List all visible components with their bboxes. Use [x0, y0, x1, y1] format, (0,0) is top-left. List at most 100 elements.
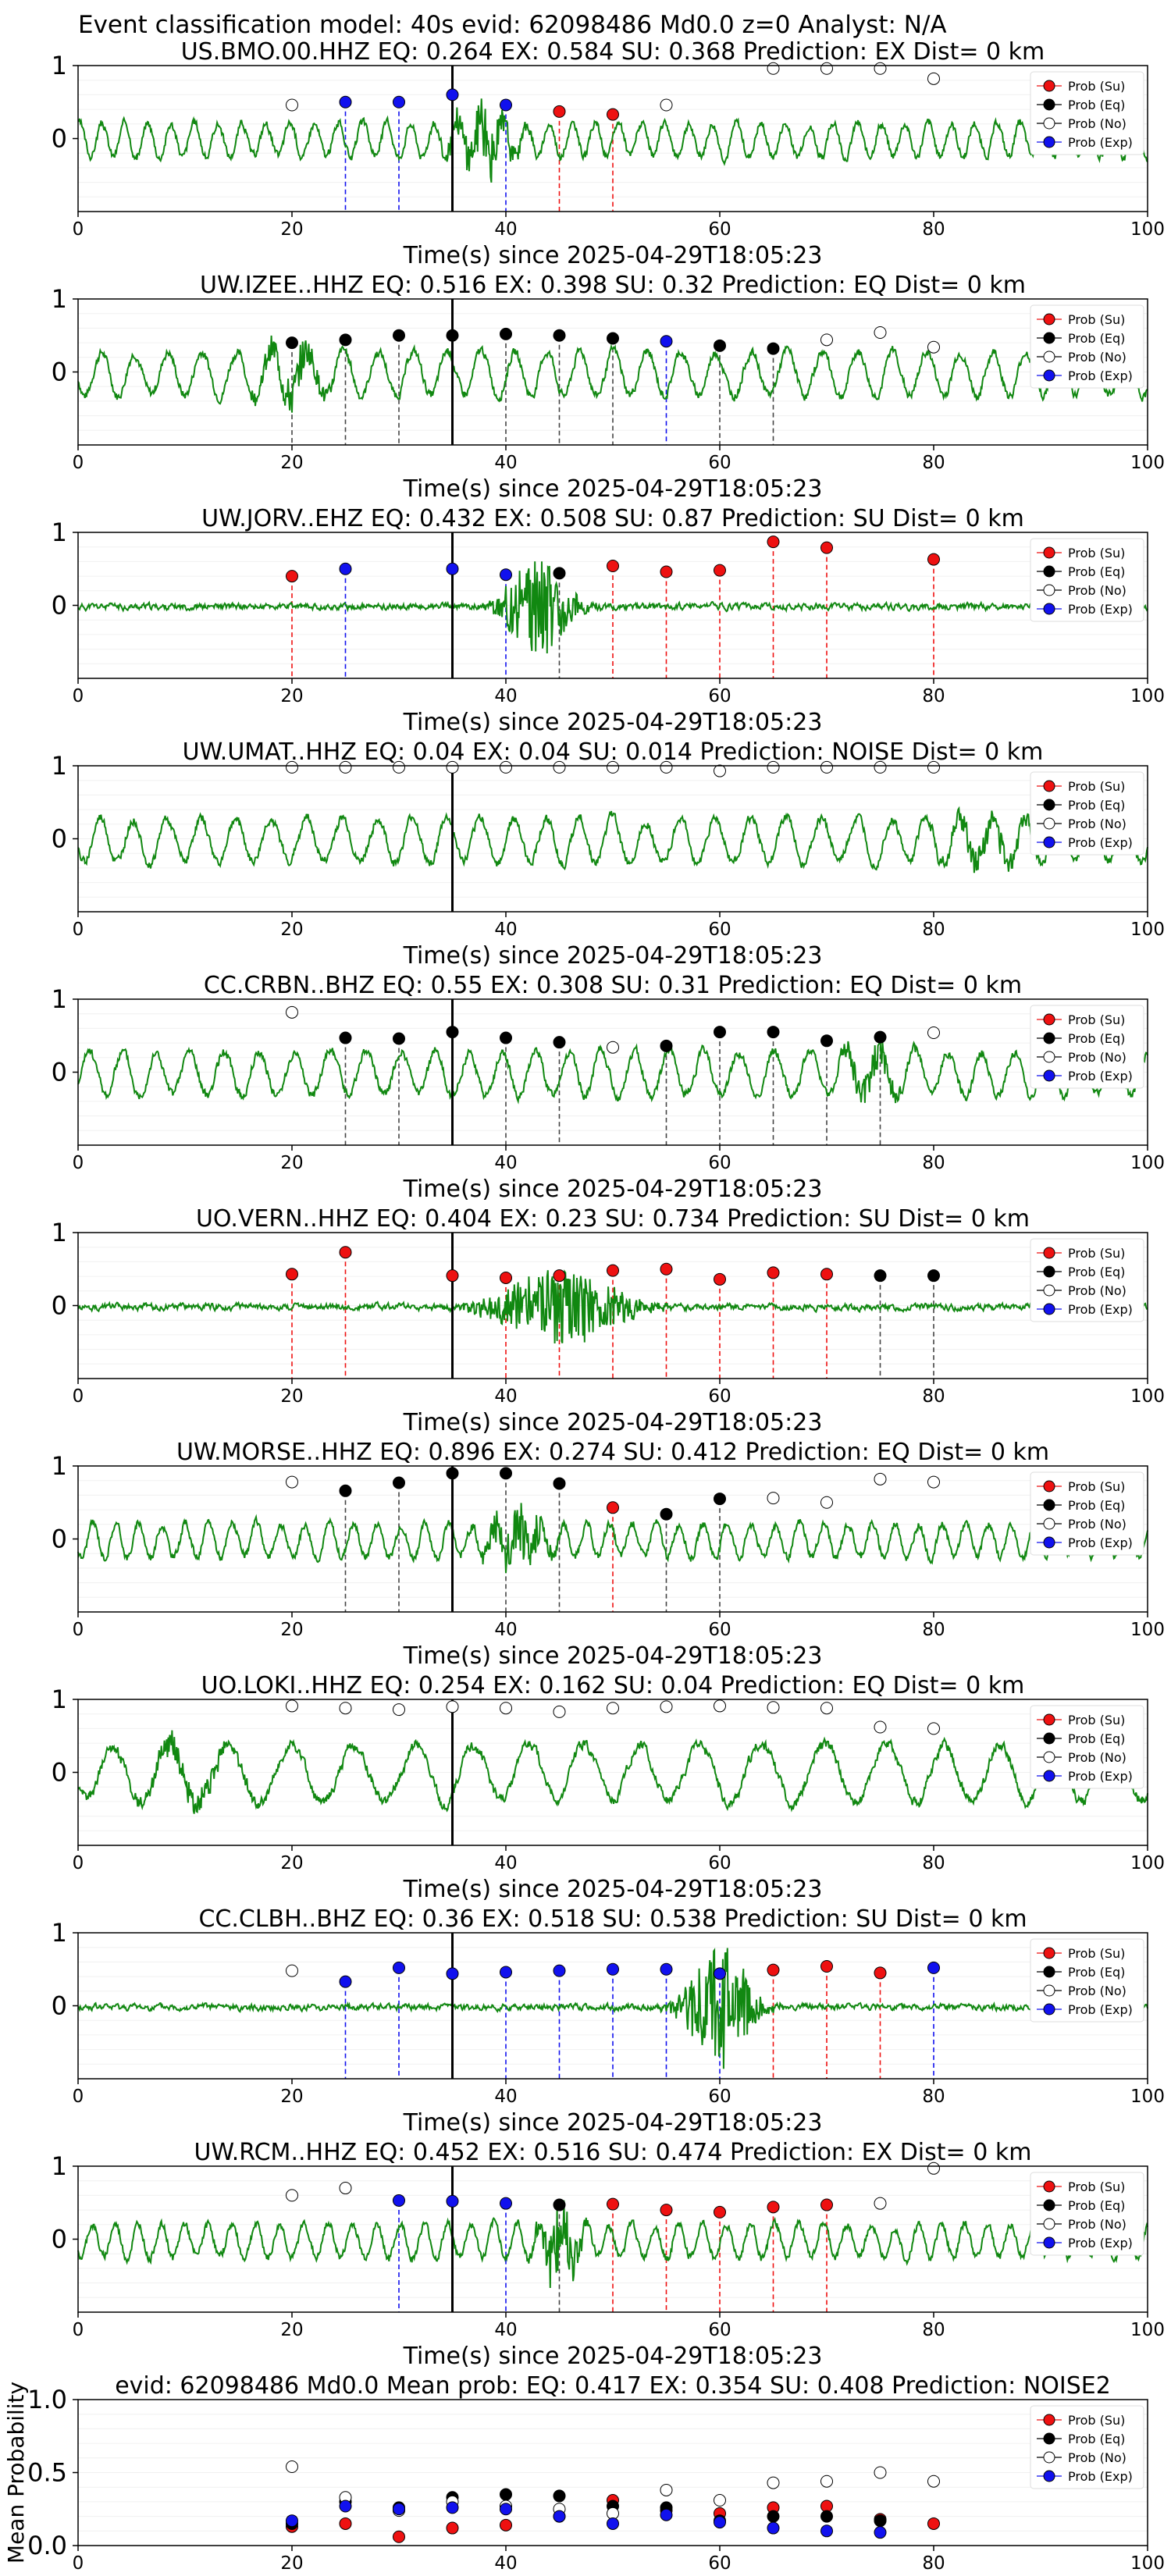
mean-point-no — [820, 2475, 833, 2488]
legend-marker-eq — [1043, 1499, 1055, 1511]
prob-marker-su — [553, 1269, 566, 1283]
prob-marker-su — [820, 541, 833, 554]
prob-marker-su — [820, 1960, 833, 1973]
x-tick-label: 100 — [1130, 2087, 1165, 2107]
legend-marker-no — [1043, 1984, 1055, 1997]
legend-marker-exp — [1043, 836, 1055, 849]
x-tick-label: 100 — [1130, 1386, 1165, 1407]
legend-marker-exp — [1043, 369, 1055, 382]
station-panel-6: UW.MORSE..HHZ EQ: 0.896 EX: 0.274 SU: 0.… — [52, 1439, 1165, 1670]
prob-marker-no — [820, 760, 833, 774]
y-tick-label: 1.0 — [27, 2385, 67, 2414]
legend-label: Prob (Exp) — [1068, 1302, 1133, 1317]
prob-marker-eq — [553, 567, 566, 580]
legend-label: Prob (No) — [1068, 2217, 1127, 2232]
prob-marker-exp — [500, 2197, 512, 2210]
y-tick-label: 1 — [52, 1218, 67, 1247]
mean-point-no — [874, 2466, 887, 2479]
prob-marker-no — [607, 1702, 619, 1715]
prob-marker-no — [927, 2161, 940, 2175]
prob-marker-su — [660, 1262, 673, 1276]
legend-marker-exp — [1043, 603, 1055, 615]
legend-marker-exp — [1043, 1536, 1055, 1549]
legend: Prob (Su) Prob (Eq) Prob (No) Prob (Exp) — [1030, 538, 1144, 622]
station-title: US.BMO.00.HHZ EQ: 0.264 EX: 0.584 SU: 0.… — [181, 38, 1045, 66]
prob-marker-exp — [393, 95, 405, 109]
prob-marker-exp — [446, 1967, 459, 1980]
prob-marker-no — [767, 62, 780, 75]
y-tick-label: 1 — [52, 2151, 67, 2181]
waveform-trace — [77, 98, 1148, 183]
x-axis-label: Time(s) since 2025-04-29T18:05:23 — [403, 1642, 823, 1670]
legend-label: Prob (Su) — [1068, 1713, 1125, 1727]
legend-marker-eq — [1043, 1032, 1055, 1044]
prob-marker-no — [446, 760, 459, 774]
legend-marker-su — [1043, 1713, 1055, 1726]
mean-point-su — [339, 2517, 352, 2530]
y-tick-label: 0.5 — [27, 2458, 67, 2488]
legend-label: Prob (Eq) — [1068, 1031, 1125, 1046]
prob-marker-no — [607, 760, 619, 774]
x-tick-label: 60 — [708, 1386, 731, 1407]
station-title: UW.MORSE..HHZ EQ: 0.896 EX: 0.274 SU: 0.… — [176, 1439, 1049, 1466]
prob-marker-exp — [607, 1962, 619, 1976]
prob-marker-no — [286, 2189, 298, 2202]
legend-label: Prob (Exp) — [1068, 1769, 1133, 1784]
prob-marker-eq — [553, 1477, 566, 1490]
y-tick-label: 1 — [52, 1451, 67, 1481]
x-tick-label: 20 — [280, 2087, 303, 2107]
legend-box — [1030, 1005, 1144, 1089]
x-tick-label: 60 — [708, 1153, 731, 1173]
x-tick-label: 20 — [280, 1386, 303, 1407]
prob-marker-no — [714, 764, 726, 777]
legend-marker-su — [1043, 2414, 1055, 2426]
prob-marker-exp — [339, 562, 352, 575]
legend-marker-eq — [1043, 2199, 1055, 2211]
prob-marker-exp — [446, 562, 459, 575]
prob-marker-su — [820, 1268, 833, 1281]
prob-marker-eq — [286, 336, 298, 350]
x-tick-label: 20 — [280, 453, 303, 473]
x-tick-label: 0 — [73, 1153, 84, 1173]
x-tick-label: 0 — [73, 219, 84, 240]
station-title: UO.LOKI..HHZ EQ: 0.254 EX: 0.162 SU: 0.0… — [201, 1672, 1025, 1699]
mean-point-exp — [660, 2508, 673, 2521]
mean-point-eq — [820, 2510, 833, 2523]
legend-label: Prob (Su) — [1068, 779, 1125, 794]
legend-label: Prob (Su) — [1068, 1946, 1125, 1961]
legend-label: Prob (Su) — [1068, 1246, 1125, 1261]
x-tick-label: 60 — [708, 2320, 731, 2340]
legend-label: Prob (Su) — [1068, 546, 1125, 560]
prob-marker-no — [874, 760, 887, 774]
prob-marker-su — [553, 105, 566, 118]
x-tick-label: 0 — [73, 2553, 84, 2574]
station-title: UW.JORV..EHZ EQ: 0.432 EX: 0.508 SU: 0.8… — [201, 505, 1024, 532]
legend-label: Prob (Exp) — [1068, 2002, 1133, 2017]
prob-marker-su — [714, 2205, 726, 2218]
x-tick-label: 80 — [922, 1620, 945, 1640]
prob-marker-exp — [660, 335, 673, 348]
mean-point-exp — [714, 2516, 726, 2529]
x-tick-label: 100 — [1130, 2320, 1165, 2340]
prob-marker-no — [553, 760, 566, 774]
prob-marker-eq — [339, 1031, 352, 1044]
prob-marker-eq — [874, 1030, 887, 1044]
prob-marker-no — [927, 340, 940, 354]
x-tick-label: 40 — [494, 2553, 517, 2574]
x-tick-label: 0 — [73, 1853, 84, 1873]
legend-box — [1030, 1938, 1144, 2023]
x-tick-label: 60 — [708, 686, 731, 706]
y-tick-label: 0 — [52, 358, 67, 387]
x-tick-label: 0 — [73, 453, 84, 473]
x-tick-label: 100 — [1130, 453, 1165, 473]
y-tick-label: 1 — [52, 984, 67, 1014]
x-tick-label: 80 — [922, 686, 945, 706]
legend-box — [1030, 304, 1144, 389]
station-panel-2: UW.JORV..EHZ EQ: 0.432 EX: 0.508 SU: 0.8… — [52, 505, 1165, 736]
x-tick-label: 60 — [708, 219, 731, 240]
prob-marker-exp — [553, 1964, 566, 1977]
mean-point-exp — [874, 2526, 887, 2539]
y-tick-label: 0 — [52, 824, 67, 854]
legend-label: Prob (Eq) — [1068, 2198, 1125, 2213]
x-tick-label: 20 — [280, 2320, 303, 2340]
